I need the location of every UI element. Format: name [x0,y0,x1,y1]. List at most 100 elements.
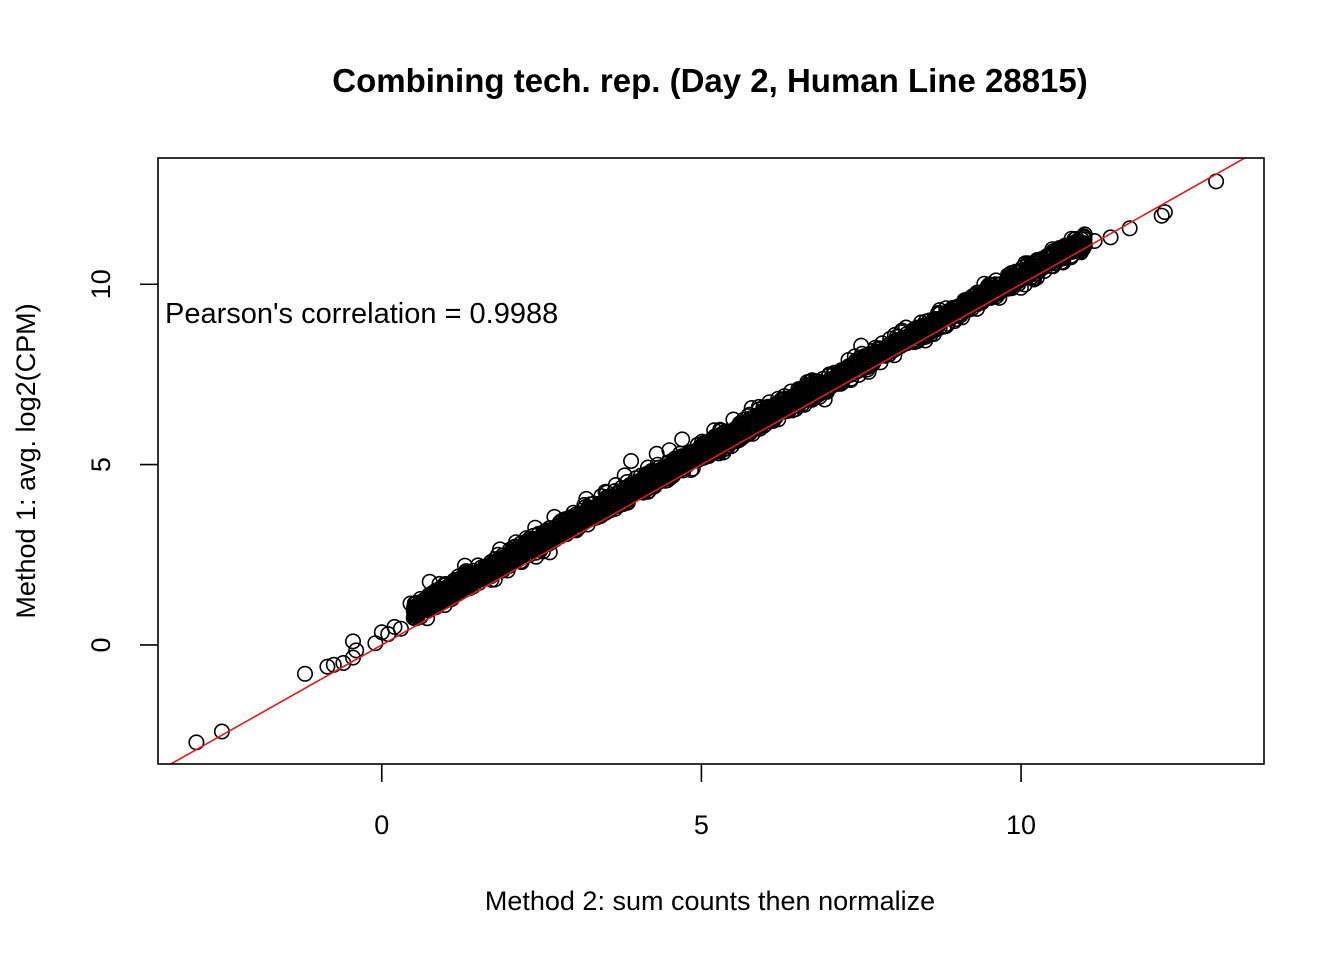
data-point [821,366,838,383]
data-point [704,441,721,458]
data-point [1007,266,1024,283]
correlation-annotation: Pearson's correlation = 0.9988 [165,298,558,330]
data-point [386,618,403,635]
data-point [639,475,656,492]
data-point [764,404,781,421]
data-point [392,620,409,637]
data-point [1072,244,1089,261]
y-axis-label: Method 1: avg. log2(CPM) [11,303,41,618]
data-point [929,305,946,322]
data-point [955,296,972,313]
data-point [857,348,874,365]
x-tick-label: 10 [1006,810,1036,840]
data-point [853,337,870,354]
data-point [984,283,1001,300]
data-point [483,564,500,581]
data-point [674,431,691,448]
data-point [802,386,819,403]
data-point [987,276,1004,293]
data-point [578,490,595,507]
data-point [1121,220,1138,237]
data-point [1045,258,1062,275]
data-point [892,338,909,355]
data-point [527,519,544,536]
data-point [405,609,422,626]
data-point [461,578,478,595]
x-tick-label: 5 [694,810,709,840]
data-point [679,452,696,469]
data-point [787,401,804,418]
data-point [507,543,524,560]
data-point [870,340,887,357]
data-point [296,665,313,682]
data-point [913,314,930,331]
data-point [750,398,767,415]
data-point [940,303,957,320]
data-point [639,459,656,476]
data-point [802,373,819,390]
data-point [544,524,561,541]
data-point [1052,245,1069,262]
data-point [661,442,678,459]
data-point [842,371,859,388]
x-axis-label: Method 2: sum counts then normalize [485,886,935,916]
data-point [1073,231,1090,248]
data-point [420,602,437,619]
data-point [507,534,524,551]
data-point [773,391,790,408]
x-tick-label: 0 [374,810,389,840]
data-point [898,326,915,343]
data-point [421,573,438,590]
data-point [433,585,450,602]
y-tick-label: 10 [86,269,116,299]
data-point [1052,241,1069,258]
data-point [620,485,637,502]
data-point [706,422,723,439]
y-tick-label: 5 [86,457,116,472]
data-point [938,300,955,317]
data-point [348,642,365,659]
data-point [735,423,752,440]
data-point [748,415,765,432]
data-point [1156,204,1173,221]
plot-frame [157,157,1265,765]
y-axis: 0 5 10 [86,269,158,652]
data-point [897,319,914,336]
data-point [546,508,563,525]
data-point [755,404,772,421]
data-point [683,450,700,467]
data-point [566,515,583,532]
data-point [821,371,838,388]
data-point [623,452,640,469]
data-point [962,293,979,310]
identity-reference-line [169,158,1247,764]
data-point [771,404,788,421]
y-tick-label: 0 [86,637,116,652]
data-point [1086,233,1103,250]
data-point [451,584,468,601]
data-point [952,307,969,324]
data-point [818,383,835,400]
data-point [456,557,473,574]
data-point [597,483,614,500]
data-point [1025,254,1042,271]
data-point [775,401,792,418]
chart-title: Combining tech. rep. (Day 2, Human Line … [332,62,1088,99]
data-point [465,573,482,590]
data-point [876,340,893,357]
data-point [1153,207,1170,224]
data-point [319,658,336,675]
data-point [670,456,687,473]
data-point [491,541,508,558]
data-point [565,504,582,521]
data-point [813,374,830,391]
data-point [616,467,633,484]
data-point [424,584,441,601]
data-point [721,429,738,446]
x-axis: 0 5 10 [374,764,1036,840]
data-point [541,528,558,545]
data-point [444,585,461,602]
data-point [1000,268,1017,285]
data-point [344,633,361,650]
